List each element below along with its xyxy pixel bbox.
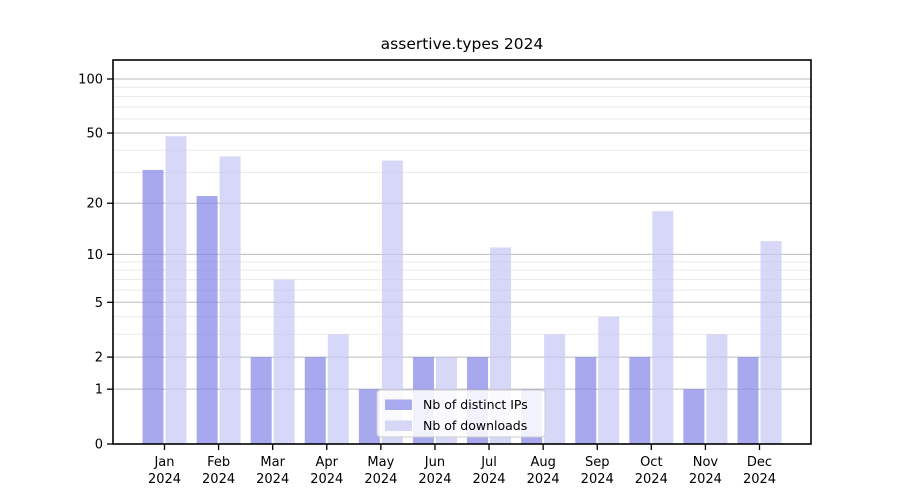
x-tick-label-year-jul: 2024 <box>472 472 505 487</box>
x-tick-label-month-jul: Jul <box>480 455 497 470</box>
legend-box <box>376 389 546 438</box>
bar-nb-of-downloads-feb <box>219 156 241 444</box>
x-tick-label-year-mar: 2024 <box>256 472 289 487</box>
x-tick-label-month-jun: Jun <box>424 455 445 470</box>
x-tick-label-year-oct: 2024 <box>635 472 668 487</box>
bar-nb-of-distinct-ips-oct <box>629 357 651 444</box>
x-tick-label-year-sep: 2024 <box>581 472 614 487</box>
x-tick-label-year-may: 2024 <box>364 472 397 487</box>
bar-nb-of-downloads-nov <box>706 334 728 444</box>
bar-nb-of-downloads-sep <box>598 316 620 444</box>
bar-nb-of-distinct-ips-sep <box>575 357 597 444</box>
x-tick-label-month-may: May <box>367 455 394 470</box>
x-tick-label-year-dec: 2024 <box>743 472 776 487</box>
x-tick-label-month-mar: Mar <box>260 455 285 470</box>
x-tick-label-month-nov: Nov <box>693 455 719 470</box>
y-tick-label-1: 1 <box>95 383 103 398</box>
bar-nb-of-distinct-ips-may <box>358 389 380 444</box>
bar-nb-of-downloads-may <box>381 160 403 444</box>
x-tick-label-month-feb: Feb <box>207 455 230 470</box>
bar-nb-of-downloads-aug <box>544 334 566 444</box>
legend-label-nb-of-distinct-ips: Nb of distinct IPs <box>423 397 528 412</box>
y-tick-label-50: 50 <box>86 127 103 142</box>
x-tick-label-month-dec: Dec <box>747 455 772 470</box>
legend-swatch-nb-of-downloads <box>385 420 412 431</box>
bar-nb-of-distinct-ips-dec <box>737 357 759 444</box>
x-tick-label-month-jan: Jan <box>153 455 174 470</box>
y-tick-label-2: 2 <box>95 351 103 366</box>
bar-nb-of-downloads-jan <box>165 136 187 444</box>
y-tick-label-100: 100 <box>78 73 103 88</box>
chart-title: assertive.types 2024 <box>381 35 544 53</box>
bar-nb-of-distinct-ips-jan <box>142 169 164 444</box>
bar-nb-of-downloads-oct <box>652 211 674 444</box>
bar-nb-of-distinct-ips-mar <box>250 357 272 444</box>
bar-nb-of-distinct-ips-apr <box>304 357 326 444</box>
y-tick-label-20: 20 <box>86 197 103 212</box>
legend-swatch-nb-of-distinct-ips <box>385 399 412 410</box>
x-tick-label-year-jan: 2024 <box>148 472 181 487</box>
plot-border <box>112 59 812 445</box>
bar-nb-of-distinct-ips-feb <box>196 196 218 444</box>
y-tick-label-5: 5 <box>95 296 103 311</box>
x-tick-label-year-nov: 2024 <box>689 472 722 487</box>
x-tick-label-year-jun: 2024 <box>418 472 451 487</box>
bar-nb-of-downloads-apr <box>327 334 349 444</box>
bar-nb-of-downloads-mar <box>273 279 295 444</box>
x-tick-label-month-oct: Oct <box>640 455 662 470</box>
x-tick-label-year-aug: 2024 <box>527 472 560 487</box>
bar-nb-of-distinct-ips-nov <box>683 389 705 444</box>
x-tick-label-month-sep: Sep <box>585 455 610 470</box>
x-tick-label-month-apr: Apr <box>316 455 339 470</box>
y-tick-label-0: 0 <box>95 438 103 453</box>
legend-label-nb-of-downloads: Nb of downloads <box>423 418 527 433</box>
x-tick-label-year-apr: 2024 <box>310 472 343 487</box>
x-tick-label-month-aug: Aug <box>530 455 555 470</box>
x-tick-label-year-feb: 2024 <box>202 472 235 487</box>
y-tick-label-10: 10 <box>86 248 103 263</box>
bar-nb-of-downloads-dec <box>760 241 782 444</box>
